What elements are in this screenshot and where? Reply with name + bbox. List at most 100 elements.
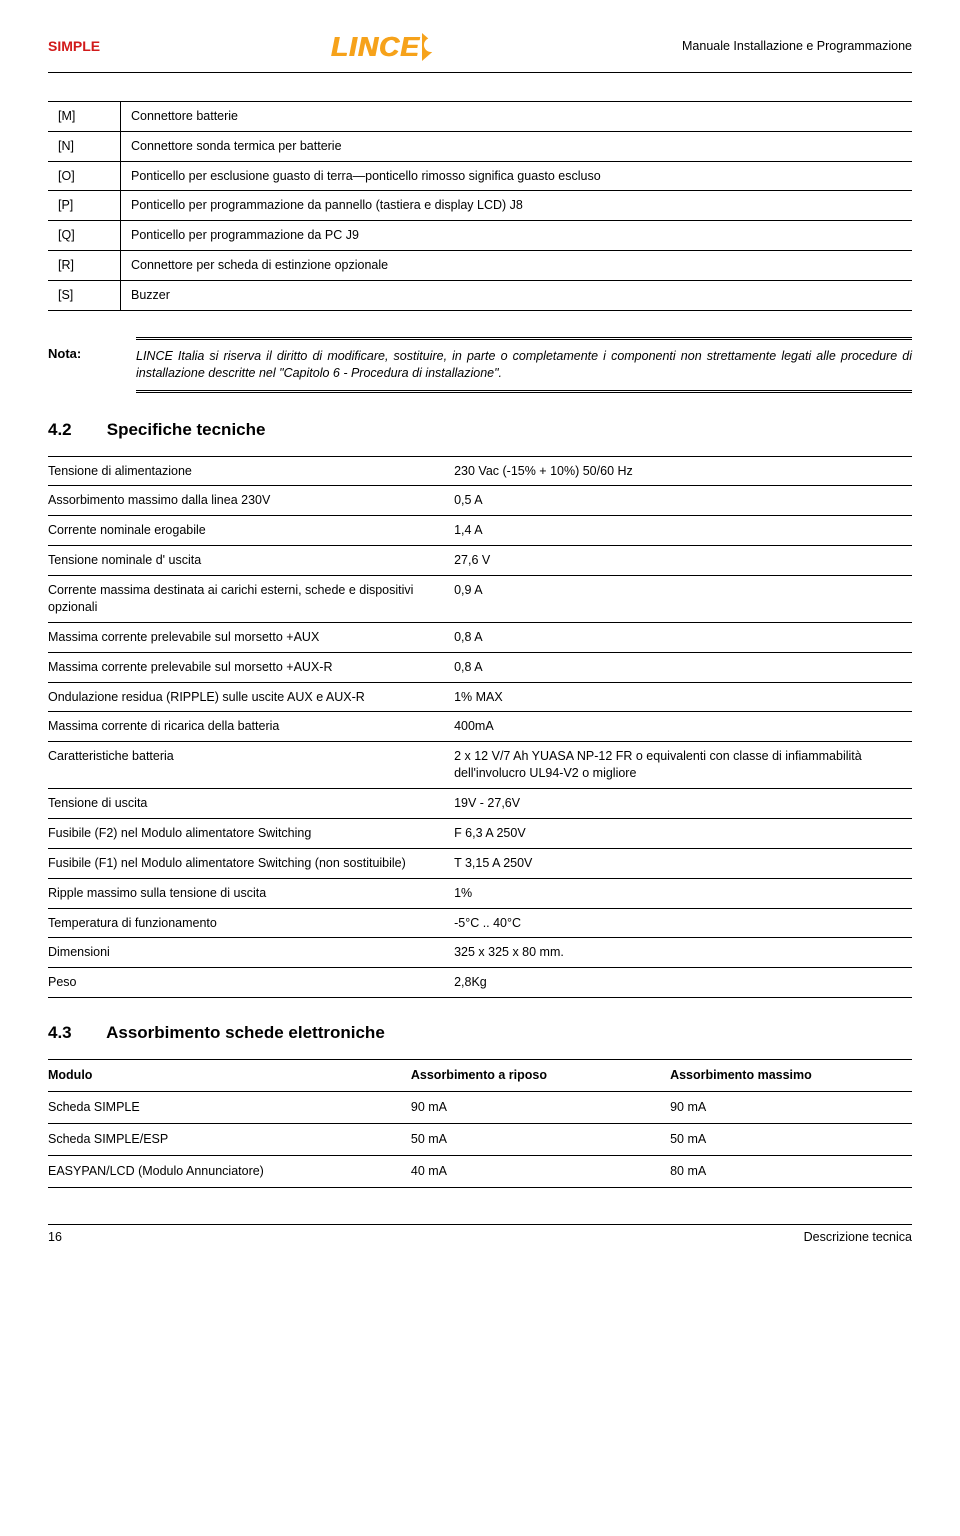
spec-label: Ripple massimo sulla tensione di uscita — [48, 878, 454, 908]
connector-key: [R] — [48, 251, 121, 281]
spec-label: Temperatura di funzionamento — [48, 908, 454, 938]
absorb-table: Modulo Assorbimento a riposo Assorbiment… — [48, 1059, 912, 1188]
spec-value: 27,6 V — [454, 546, 912, 576]
spec-row: Massima corrente prelevabile sul morsett… — [48, 622, 912, 652]
spec-value: -5°C .. 40°C — [454, 908, 912, 938]
absorb-cell: 50 mA — [670, 1123, 912, 1155]
nota-text: LINCE Italia si riserva il diritto di mo… — [136, 337, 912, 393]
connector-row: [S]Buzzer — [48, 281, 912, 311]
spec-value: 0,5 A — [454, 486, 912, 516]
absorb-header-row: Modulo Assorbimento a riposo Assorbiment… — [48, 1060, 912, 1092]
spec-label: Dimensioni — [48, 938, 454, 968]
absorb-row: Scheda SIMPLE/ESP 50 mA 50 mA — [48, 1123, 912, 1155]
spec-label: Assorbimento massimo dalla linea 230V — [48, 486, 454, 516]
spec-label: Fusibile (F2) nel Modulo alimentatore Sw… — [48, 818, 454, 848]
spec-row: Ondulazione residua (RIPPLE) sulle uscit… — [48, 682, 912, 712]
spec-value: 325 x 325 x 80 mm. — [454, 938, 912, 968]
connector-val: Buzzer — [121, 281, 913, 311]
absorb-cell: 90 mA — [411, 1092, 670, 1124]
spec-row: Temperatura di funzionamento-5°C .. 40°C — [48, 908, 912, 938]
spec-value: 1,4 A — [454, 516, 912, 546]
page-footer: 16 Descrizione tecnica — [48, 1224, 912, 1246]
absorb-h1: Modulo — [48, 1060, 411, 1092]
connector-val: Ponticello per esclusione guasto di terr… — [121, 161, 913, 191]
spec-row: Tensione di uscita19V - 27,6V — [48, 789, 912, 819]
spec-label: Tensione nominale d' uscita — [48, 546, 454, 576]
spec-row: Ripple massimo sulla tensione di uscita1… — [48, 878, 912, 908]
lince-logo: LINCE — [331, 28, 452, 66]
spec-row: Massima corrente di ricarica della batte… — [48, 712, 912, 742]
spec-value: 400mA — [454, 712, 912, 742]
header-rule — [48, 72, 912, 73]
spec-label: Massima corrente prelevabile sul morsett… — [48, 622, 454, 652]
connector-key: [P] — [48, 191, 121, 221]
absorb-cell: Scheda SIMPLE — [48, 1092, 411, 1124]
spec-value: 19V - 27,6V — [454, 789, 912, 819]
connector-key: [S] — [48, 281, 121, 311]
spec-value: F 6,3 A 250V — [454, 818, 912, 848]
connector-key: [N] — [48, 131, 121, 161]
spec-value: 1% MAX — [454, 682, 912, 712]
absorb-cell: 40 mA — [411, 1155, 670, 1187]
connector-row: [R]Connettore per scheda di estinzione o… — [48, 251, 912, 281]
absorb-cell: Scheda SIMPLE/ESP — [48, 1123, 411, 1155]
absorb-row: Scheda SIMPLE 90 mA 90 mA — [48, 1092, 912, 1124]
logo-dog-icon — [424, 38, 438, 52]
section-4-2-title: Specifiche tecniche — [107, 420, 266, 439]
connector-row: [O]Ponticello per esclusione guasto di t… — [48, 161, 912, 191]
spec-value: 230 Vac (-15% + 10%) 50/60 Hz — [454, 456, 912, 486]
spec-row: Dimensioni325 x 325 x 80 mm. — [48, 938, 912, 968]
spec-value: 2 x 12 V/7 Ah YUASA NP-12 FR o equivalen… — [454, 742, 912, 789]
connector-row: [N]Connettore sonda termica per batterie — [48, 131, 912, 161]
spec-label: Tensione di alimentazione — [48, 456, 454, 486]
spec-value: T 3,15 A 250V — [454, 848, 912, 878]
nota-label: Nota: — [48, 337, 100, 393]
header-left: SIMPLE — [48, 37, 100, 56]
connector-table: [M]Connettore batterie[N]Connettore sond… — [48, 101, 912, 311]
connector-key: [Q] — [48, 221, 121, 251]
footer-page-number: 16 — [48, 1229, 62, 1246]
spec-value: 0,9 A — [454, 576, 912, 623]
spec-row: Assorbimento massimo dalla linea 230V0,5… — [48, 486, 912, 516]
connector-row: [Q]Ponticello per programmazione da PC J… — [48, 221, 912, 251]
logo-text: LINCE — [331, 28, 420, 66]
spec-label: Peso — [48, 968, 454, 998]
section-4-2-heading: 4.2 Specifiche tecniche — [48, 419, 912, 442]
section-4-3-title: Assorbimento schede elettroniche — [106, 1023, 385, 1042]
absorb-cell: EASYPAN/LCD (Modulo Annunciatore) — [48, 1155, 411, 1187]
footer-section-name: Descrizione tecnica — [804, 1229, 912, 1246]
spec-label: Tensione di uscita — [48, 789, 454, 819]
spec-value: 0,8 A — [454, 622, 912, 652]
spec-row: Corrente nominale erogabile1,4 A — [48, 516, 912, 546]
spec-value: 0,8 A — [454, 652, 912, 682]
spec-table: Tensione di alimentazione230 Vac (-15% +… — [48, 456, 912, 999]
absorb-cell: 90 mA — [670, 1092, 912, 1124]
spec-value: 2,8Kg — [454, 968, 912, 998]
connector-val: Ponticello per programmazione da pannell… — [121, 191, 913, 221]
spec-row: Peso2,8Kg — [48, 968, 912, 998]
absorb-cell: 50 mA — [411, 1123, 670, 1155]
spec-row: Massima corrente prelevabile sul morsett… — [48, 652, 912, 682]
spec-label: Massima corrente prelevabile sul morsett… — [48, 652, 454, 682]
spec-row: Tensione nominale d' uscita27,6 V — [48, 546, 912, 576]
section-4-3-num: 4.3 — [48, 1022, 102, 1045]
spec-label: Massima corrente di ricarica della batte… — [48, 712, 454, 742]
spec-label: Fusibile (F1) nel Modulo alimentatore Sw… — [48, 848, 454, 878]
absorb-row: EASYPAN/LCD (Modulo Annunciatore)40 mA80… — [48, 1155, 912, 1187]
spec-row: Fusibile (F2) nel Modulo alimentatore Sw… — [48, 818, 912, 848]
connector-val: Connettore sonda termica per batterie — [121, 131, 913, 161]
spec-row: Fusibile (F1) nel Modulo alimentatore Sw… — [48, 848, 912, 878]
connector-row: [P]Ponticello per programmazione da pann… — [48, 191, 912, 221]
spec-row: Corrente massima destinata ai carichi es… — [48, 576, 912, 623]
spec-label: Corrente massima destinata ai carichi es… — [48, 576, 454, 623]
section-4-2-num: 4.2 — [48, 419, 102, 442]
connector-key: [O] — [48, 161, 121, 191]
connector-row: [M]Connettore batterie — [48, 101, 912, 131]
header-right: Manuale Installazione e Programmazione — [682, 38, 912, 55]
absorb-h3: Assorbimento massimo — [670, 1060, 912, 1092]
spec-label: Corrente nominale erogabile — [48, 516, 454, 546]
connector-key: [M] — [48, 101, 121, 131]
connector-val: Connettore per scheda di estinzione opzi… — [121, 251, 913, 281]
spec-value: 1% — [454, 878, 912, 908]
connector-val: Ponticello per programmazione da PC J9 — [121, 221, 913, 251]
